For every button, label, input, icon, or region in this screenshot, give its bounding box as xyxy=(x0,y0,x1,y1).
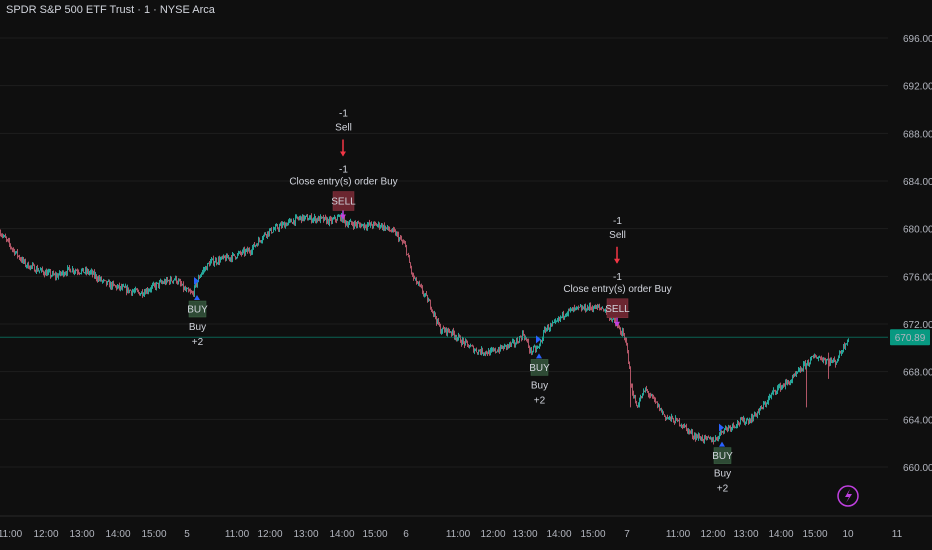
x-tick-label: 13:00 xyxy=(733,529,758,540)
y-tick-label: 680.00 xyxy=(903,225,932,236)
buy-order-label: Buy xyxy=(189,322,206,333)
x-tick-label: 13:00 xyxy=(512,529,537,540)
buy-order-label: Buy xyxy=(531,380,548,391)
sell-signal-label: SELL xyxy=(331,197,356,208)
y-tick-label: 672.00 xyxy=(903,320,932,331)
x-tick-label: 11:00 xyxy=(225,529,250,540)
x-tick-label: 11 xyxy=(892,529,903,540)
close-quantity-label: -1 xyxy=(339,165,348,176)
y-tick-label: 664.00 xyxy=(903,415,932,426)
x-tick-label: 12:00 xyxy=(700,529,725,540)
x-tick-label: 14:00 xyxy=(768,529,793,540)
symbol-title: SPDR S&P 500 ETF Trust · 1 · NYSE Arca xyxy=(6,4,215,16)
x-tick-label: 12:00 xyxy=(480,529,505,540)
y-tick-label: 668.00 xyxy=(903,368,932,379)
entry-marker xyxy=(194,277,199,286)
x-tick-label: 11:00 xyxy=(666,529,691,540)
buy-signal-box xyxy=(713,447,732,464)
sell-arrow-icon xyxy=(614,258,620,264)
sell-quantity-label: -1 xyxy=(339,109,348,120)
x-tick-label: 7 xyxy=(624,529,630,540)
x-tick-label: 11:00 xyxy=(446,529,471,540)
y-tick-label: 660.00 xyxy=(903,463,932,474)
x-tick-label: 13:00 xyxy=(69,529,94,540)
buy-arrow-icon xyxy=(536,353,542,359)
sell-arrow-icon xyxy=(340,151,346,157)
x-tick-label: 14:00 xyxy=(546,529,571,540)
lightning-icon[interactable] xyxy=(837,485,859,507)
x-tick-label: 12:00 xyxy=(33,529,58,540)
x-tick-label: 10 xyxy=(842,529,854,540)
x-tick-label: 11:00 xyxy=(0,529,23,540)
buy-signal-box xyxy=(188,300,207,318)
x-tick-label: 15:00 xyxy=(802,529,827,540)
y-tick-label: 676.00 xyxy=(903,272,932,283)
candles-group xyxy=(0,212,849,445)
entry-marker xyxy=(536,335,541,344)
close-entry-label: Close entry(s) order Buy xyxy=(563,284,671,295)
buy-order-label: Buy xyxy=(714,469,731,480)
close-entry-label: Close entry(s) order Buy xyxy=(289,177,397,188)
buy-signal-label: BUY xyxy=(529,363,550,374)
x-tick-label: 14:00 xyxy=(329,529,354,540)
last-price-label: 670.89 xyxy=(895,333,926,344)
buy-quantity-label: +2 xyxy=(192,337,204,348)
x-tick-label: 12:00 xyxy=(257,529,282,540)
buy-arrow-icon xyxy=(194,295,200,301)
buy-signal-box xyxy=(530,359,549,376)
buy-arrow-icon xyxy=(719,441,725,447)
sell-order-label: Sell xyxy=(335,123,352,134)
y-tick-label: 692.00 xyxy=(903,82,932,93)
lightning-icon-bolt xyxy=(845,489,852,503)
exit-marker-icon xyxy=(614,321,620,327)
x-tick-label: 13:00 xyxy=(293,529,318,540)
x-tick-label: 5 xyxy=(184,529,190,540)
exit-marker-icon xyxy=(340,214,346,220)
x-tick-label: 15:00 xyxy=(580,529,605,540)
y-tick-label: 696.00 xyxy=(903,34,932,45)
sell-order-label: Sell xyxy=(609,230,626,241)
x-tick-label: 15:00 xyxy=(362,529,387,540)
y-tick-label: 684.00 xyxy=(903,177,932,188)
sell-signal-label: SELL xyxy=(605,304,630,315)
sell-quantity-label: -1 xyxy=(613,216,622,227)
y-tick-label: 688.00 xyxy=(903,129,932,140)
lightning-icon-ring xyxy=(837,485,859,507)
buy-signal-label: BUY xyxy=(712,451,733,462)
entry-marker xyxy=(719,423,724,432)
x-tick-label: 6 xyxy=(403,529,409,540)
close-quantity-label: -1 xyxy=(613,272,622,283)
last-price-badge xyxy=(890,329,930,346)
buy-quantity-label: +2 xyxy=(534,395,546,406)
x-tick-label: 15:00 xyxy=(141,529,166,540)
buy-signal-label: BUY xyxy=(187,305,208,316)
buy-quantity-label: +2 xyxy=(717,484,729,495)
x-tick-label: 14:00 xyxy=(105,529,130,540)
